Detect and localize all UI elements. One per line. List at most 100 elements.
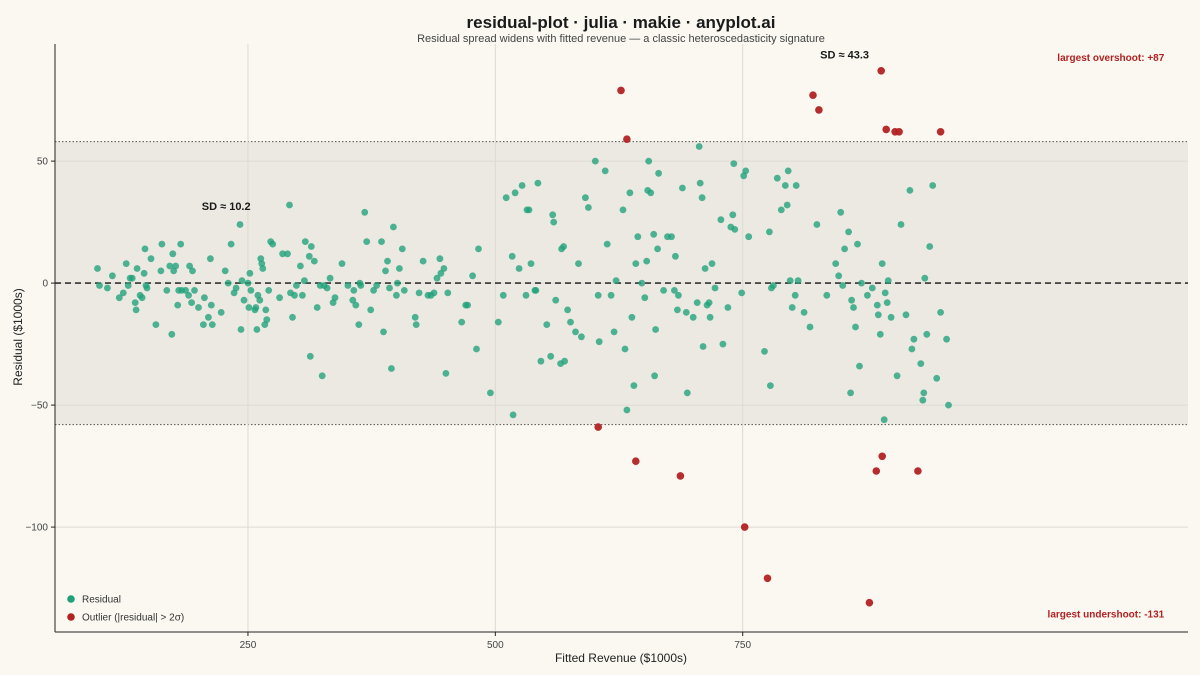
residual-point — [396, 265, 403, 272]
residual-point — [800, 309, 808, 316]
outlier-point — [763, 574, 772, 583]
residual-point — [363, 238, 371, 246]
outlier-point — [815, 106, 823, 114]
residual-point — [920, 389, 928, 397]
residual-point — [701, 265, 709, 272]
residual-point — [269, 240, 277, 248]
residual-point — [299, 291, 306, 299]
residual-point — [837, 208, 845, 216]
annotation-extreme: largest overshoot: +87 — [1057, 53, 1164, 64]
residual-point — [881, 289, 889, 297]
residual-point — [641, 294, 649, 302]
residual-point — [244, 279, 252, 287]
residual-point — [522, 291, 530, 299]
legend-label-residual: Residual — [82, 595, 121, 606]
y-axis-label: Residual ($1000s) — [11, 288, 25, 385]
residual-point — [94, 265, 101, 272]
residual-point — [693, 299, 701, 306]
residual-point — [858, 279, 865, 287]
residual-point — [567, 318, 574, 326]
annotation-sd: SD ≈ 43.3 — [820, 50, 869, 62]
residual-point — [238, 277, 246, 285]
residual-point — [502, 194, 510, 202]
residual-point — [561, 357, 568, 365]
residual-point — [655, 169, 662, 177]
residual-point — [788, 304, 796, 311]
residual-point — [301, 277, 308, 285]
residual-point — [400, 287, 408, 294]
residual-point — [695, 143, 703, 150]
residual-point — [350, 287, 358, 294]
residual-point — [221, 267, 229, 275]
residual-point — [355, 321, 363, 328]
residual-point — [647, 189, 655, 197]
residual-point — [652, 326, 659, 333]
residual-point — [246, 269, 254, 277]
residual-point — [182, 287, 190, 294]
residual-point — [393, 291, 400, 299]
residual-point — [689, 313, 697, 321]
outlier-point — [617, 86, 625, 95]
residual-point — [630, 382, 638, 389]
y-tick-label: −50 — [31, 401, 48, 412]
residual-point — [880, 416, 888, 424]
y-tick-label: 0 — [42, 279, 48, 290]
residual-point — [394, 279, 401, 287]
residual-point — [537, 357, 545, 365]
residual-point — [864, 291, 871, 299]
residual-point — [398, 245, 406, 253]
x-axis-label: Fitted Revenue ($1000s) — [555, 651, 687, 665]
residual-point — [185, 291, 193, 299]
residual-point — [550, 218, 558, 226]
legend-marker-residual — [67, 595, 75, 603]
residual-point — [792, 182, 800, 189]
residual-point — [174, 301, 182, 309]
residual-point — [415, 289, 423, 297]
outlier-point — [632, 457, 640, 466]
residual-point — [191, 287, 198, 294]
residual-point — [923, 330, 931, 338]
residual-point — [227, 240, 235, 248]
residual-point — [367, 306, 375, 314]
residual-point — [256, 296, 264, 304]
residual-point — [189, 267, 196, 275]
legend: Residual Outlier (|residual| > 2σ) — [67, 595, 184, 624]
residual-point — [140, 269, 148, 277]
residual-point — [781, 182, 789, 189]
outlier-point — [740, 523, 749, 531]
residual-point — [430, 289, 438, 297]
residual-point — [380, 328, 387, 336]
residual-point — [518, 182, 526, 189]
residual-point — [236, 221, 244, 228]
residual-point — [338, 260, 346, 267]
residual-point — [411, 313, 419, 321]
residual-point — [386, 284, 393, 292]
residual-point — [848, 296, 855, 304]
residual-point — [276, 294, 283, 302]
residual-point — [384, 257, 391, 265]
residual-point — [791, 291, 799, 299]
residual-point — [263, 316, 271, 324]
residual-point — [708, 260, 716, 267]
residual-point — [671, 287, 678, 294]
residual-point — [921, 274, 929, 282]
residual-point — [195, 304, 202, 311]
residual-point — [475, 245, 482, 253]
chart-subtitle: Residual spread widens with fitted reven… — [417, 33, 825, 45]
residual-point — [122, 260, 130, 267]
residual-point — [832, 260, 840, 267]
residual-point — [706, 313, 714, 321]
plot-area: SD ≈ 10.2 SD ≈ 43.3 largest overshoot: +87… — [55, 44, 1188, 632]
residual-point — [390, 223, 397, 231]
residual-point — [291, 291, 298, 299]
residual-point — [902, 311, 910, 319]
residual-point — [344, 282, 352, 289]
residual-point — [729, 211, 737, 219]
residual-point — [654, 245, 661, 253]
residual-point — [318, 372, 326, 380]
residual-point — [628, 313, 636, 321]
residual-point — [621, 345, 629, 353]
residual-point — [458, 318, 466, 326]
residual-point — [444, 289, 452, 297]
